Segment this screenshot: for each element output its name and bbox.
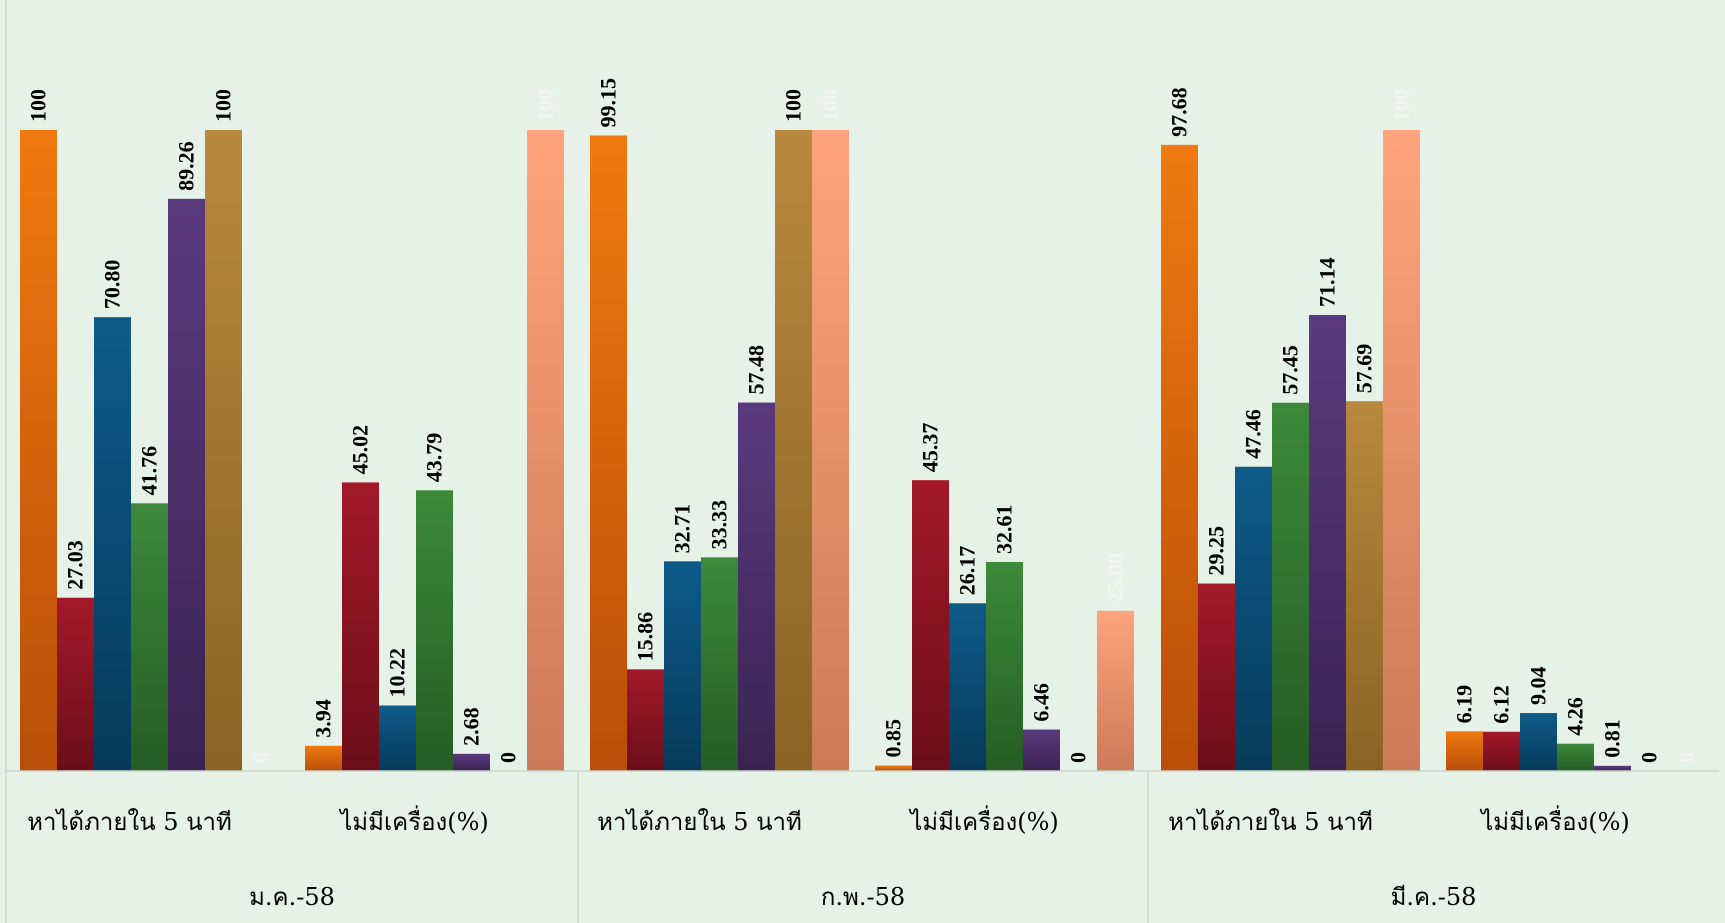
month-label: มี.ค.-58 (1391, 883, 1477, 911)
value-label: 3.94 (311, 699, 336, 738)
value-label: 6.19 (1452, 685, 1477, 724)
bar-1-2-5 (453, 753, 490, 771)
bar-2-1-2 (627, 669, 664, 771)
value-label: 99.15 (596, 78, 621, 128)
value-label: 9.04 (1526, 667, 1551, 706)
bar-3-1-1 (1161, 144, 1198, 771)
value-label: 97.68 (1167, 87, 1192, 137)
bar-2-1-7 (812, 130, 849, 771)
bar-2-1-3 (664, 561, 701, 771)
value-label: 26.17 (955, 546, 980, 596)
value-label: 0 (496, 752, 521, 763)
bar-2-2-7 (1097, 610, 1134, 771)
bar-1-1-3 (94, 317, 131, 771)
category-label: หาได้ภายใน 5 นาที (1168, 808, 1373, 836)
value-label: 57.45 (1278, 345, 1303, 395)
value-label: 100 (781, 89, 806, 122)
bar-1-2-4 (416, 490, 453, 771)
value-label: 0 (248, 752, 273, 763)
value-label: 15.86 (633, 612, 658, 662)
bar-2-2-2 (912, 480, 949, 771)
bar-3-1-5 (1309, 314, 1346, 771)
value-label: 0 (1674, 752, 1699, 763)
value-label: 33.33 (707, 500, 732, 550)
bar-3-1-2 (1198, 583, 1235, 771)
bar-1-1-2 (57, 597, 94, 771)
value-label: 25.00 (1103, 553, 1128, 603)
value-label: 27.03 (63, 540, 88, 590)
value-label: 57.69 (1352, 344, 1377, 394)
value-label: 2.68 (459, 707, 484, 746)
category-axis: หาได้ภายใน 5 นาที ไม่มีเครื่อง(%) ม.ค.-58 ห… (5, 0, 1719, 923)
bar-2-2-1 (875, 765, 912, 771)
category-label: ไม่มีเครื่อง(%) (338, 805, 489, 836)
bar-1-1-6 (205, 130, 242, 771)
category-label: ไม่มีเครื่อง(%) (908, 805, 1059, 836)
value-label: 10.22 (385, 648, 410, 698)
value-label: 6.46 (1029, 683, 1054, 722)
value-label: 29.25 (1204, 526, 1229, 576)
bar-1-2-1 (305, 745, 342, 771)
value-label: 100 (1389, 89, 1414, 122)
bar-3-1-3 (1235, 466, 1272, 771)
bar-1-1-5 (168, 198, 205, 772)
month-label: ม.ค.-58 (249, 883, 335, 911)
bar-2-1-4 (701, 557, 738, 771)
value-label: 32.61 (992, 504, 1017, 554)
value-label: 100 (26, 89, 51, 122)
value-label: 0.85 (881, 719, 906, 758)
value-label: 100 (533, 89, 558, 122)
bar-1-1-4 (131, 503, 168, 771)
bar-2-1-5 (738, 402, 775, 771)
value-label: 47.46 (1241, 409, 1266, 459)
value-label: 6.12 (1489, 685, 1514, 724)
value-label: 0 (1066, 752, 1091, 763)
bar-3-2-1 (1446, 731, 1483, 771)
value-label: 57.48 (744, 345, 769, 395)
bar-2-1-1 (590, 135, 627, 772)
value-label: 0.81 (1600, 719, 1625, 758)
value-label: 41.76 (137, 446, 162, 496)
category-label: หาได้ภายใน 5 นาที (597, 808, 802, 836)
bar-3-1-4 (1272, 402, 1309, 771)
bar-2-2-4 (986, 561, 1023, 771)
month-label: ก.พ.-58 (821, 883, 905, 911)
bar-3-2-2 (1483, 731, 1520, 771)
bar-3-1-6 (1346, 401, 1383, 771)
bars-layer (20, 130, 1631, 772)
value-labels-layer: 100 27.03 70.80 41.76 89.26 100 0 3.94 45.02 10.2… (26, 78, 1699, 763)
bar-2-2-3 (949, 603, 986, 771)
bar-3-2-3 (1520, 713, 1557, 771)
bar-1-2-7 (527, 130, 564, 771)
bar-1-2-2 (342, 482, 379, 771)
bar-3-2-4 (1557, 743, 1594, 771)
value-label: 100 (211, 89, 236, 122)
value-label: 45.37 (918, 423, 943, 473)
value-label: 89.26 (174, 141, 199, 191)
bar-3-2-5 (1594, 765, 1631, 771)
bar-1-1-1 (20, 130, 57, 771)
category-label: หาได้ภายใน 5 นาที (27, 808, 232, 836)
bar-2-2-5 (1023, 729, 1060, 771)
value-label: 100 (818, 89, 843, 122)
bar-2-1-6 (775, 130, 812, 771)
value-label: 32.71 (670, 504, 695, 554)
value-label: 45.02 (348, 425, 373, 475)
value-label: 71.14 (1315, 257, 1340, 307)
value-label: 43.79 (422, 433, 447, 483)
bar-3-1-7 (1383, 130, 1420, 771)
value-label: 4.26 (1563, 697, 1588, 736)
bar-1-2-3 (379, 705, 416, 771)
value-label: 70.80 (100, 260, 125, 310)
category-label: ไม่มีเครื่อง(%) (1479, 805, 1630, 836)
value-label: 0 (1637, 752, 1662, 763)
